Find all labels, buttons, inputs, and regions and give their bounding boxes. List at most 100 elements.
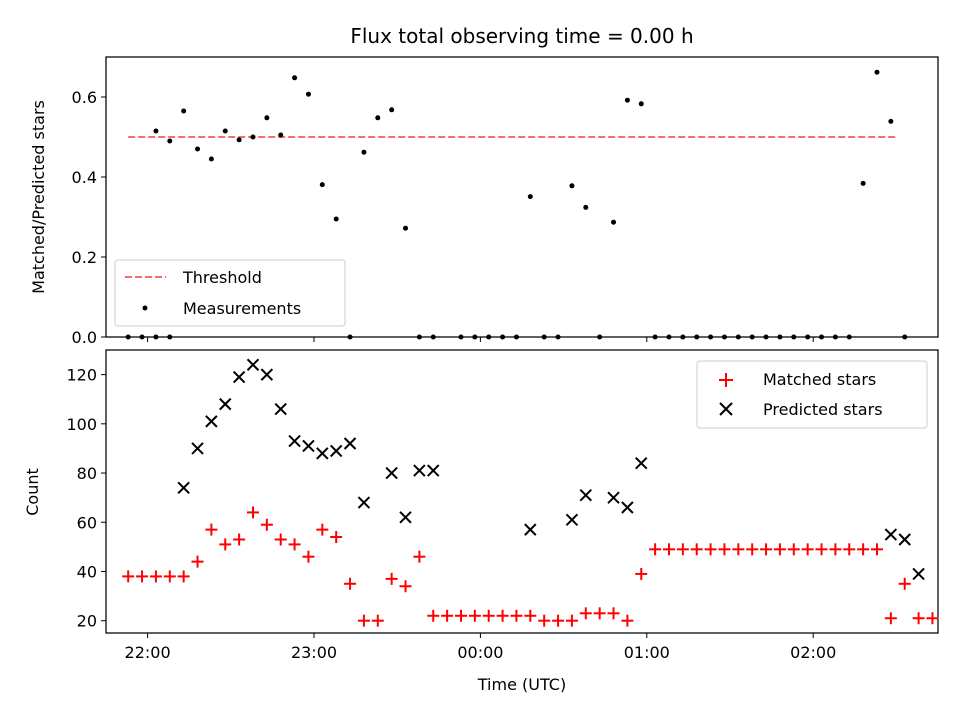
matched-star-point: [607, 607, 620, 620]
matched-stars-series: [122, 506, 939, 627]
predicted-star-point: [621, 501, 634, 514]
measurement-point: [222, 128, 228, 134]
bottom-y-axis-title: Count: [23, 468, 42, 516]
measurement-point: [541, 334, 547, 340]
measurement-point: [735, 334, 741, 340]
legend-matched-swatch: [719, 373, 733, 387]
chart-title: Flux total observing time = 0.00 h: [350, 24, 693, 48]
x-tick-label: 00:00: [457, 643, 503, 662]
measurement-point: [208, 156, 214, 162]
predicted-star-point: [177, 481, 190, 495]
predicted-star-point: [260, 368, 274, 381]
measurement-point: [680, 334, 686, 340]
measurement-point: [791, 334, 797, 340]
matched-star-point: [787, 543, 800, 556]
matched-star-point: [538, 614, 551, 627]
legend-predicted-swatch: [719, 402, 733, 416]
matched-star-point: [149, 570, 162, 583]
top-x-axis-ticks: [147, 337, 814, 342]
bottom-y-tick-label: 20: [77, 612, 97, 631]
bottom-y-tick-label: 120: [66, 366, 97, 385]
matched-star-point: [454, 609, 467, 622]
matched-star-point: [746, 543, 759, 556]
measurement-point: [319, 182, 325, 188]
matched-star-point: [926, 612, 939, 625]
matched-star-point: [177, 570, 190, 583]
predicted-star-point: [635, 456, 648, 470]
bottom-legend: Matched stars Predicted stars: [696, 360, 928, 429]
matched-star-point: [773, 543, 786, 556]
matched-star-point: [399, 580, 412, 593]
measurement-point: [416, 334, 422, 340]
top-plot-frame: [105, 56, 939, 338]
measurement-point: [763, 334, 769, 340]
measurement-point: [888, 118, 894, 124]
measurements-series: [125, 69, 908, 340]
predicted-star-point: [205, 415, 218, 428]
predicted-star-point: [232, 370, 246, 384]
measurement-point: [486, 334, 492, 340]
matched-star-point: [635, 567, 648, 580]
matched-star-point: [205, 523, 218, 536]
predicted-star-point: [898, 533, 911, 546]
matched-star-point: [274, 533, 287, 546]
measurement-point: [264, 115, 270, 121]
bottom-y-tick-label: 100: [66, 415, 97, 434]
measurement-point: [195, 146, 201, 152]
measurement-point: [278, 132, 284, 138]
matched-star-point: [302, 550, 315, 563]
bottom-y-tick-label: 80: [77, 464, 97, 483]
predicted-star-point: [357, 496, 371, 509]
matched-star-point: [718, 543, 731, 556]
measurement-point: [527, 194, 533, 200]
matched-star-point: [288, 538, 301, 551]
measurement-point: [555, 334, 561, 340]
measurement-point: [250, 134, 256, 140]
predicted-star-point: [912, 567, 925, 581]
predicted-star-point: [385, 466, 398, 480]
measurement-point: [167, 334, 173, 340]
x-tick-label: 01:00: [624, 643, 670, 662]
top-y-tick-label: 0.6: [72, 88, 97, 107]
measurement-point: [805, 334, 811, 340]
measurement-point: [652, 334, 658, 340]
matched-star-point: [815, 543, 828, 556]
predicted-star-point: [246, 358, 260, 371]
predicted-star-point: [565, 513, 579, 527]
predicted-star-point: [219, 397, 232, 411]
measurement-point: [569, 183, 575, 189]
top-panel: 0.0 0.2 0.4 0.6 Matched/Predicted stars Thr…: [29, 56, 939, 347]
measurement-point: [624, 97, 630, 103]
predicted-star-point: [316, 447, 329, 460]
legend-predicted-label: Predicted stars: [763, 400, 883, 419]
matched-star-point: [801, 543, 814, 556]
x-tick-label: 02:00: [790, 643, 836, 662]
top-y-axis: 0.0 0.2 0.4 0.6: [72, 88, 106, 347]
measurement-point: [153, 334, 159, 340]
matched-star-point: [441, 609, 454, 622]
top-y-tick-label: 0.0: [72, 328, 97, 347]
bottom-y-tick-label: 40: [77, 562, 97, 581]
matched-star-point: [676, 543, 689, 556]
x-tick-label: 22:00: [125, 643, 171, 662]
measurement-point: [721, 334, 727, 340]
measurement-point: [361, 149, 367, 155]
measurement-point: [638, 101, 644, 107]
predicted-stars-series: [177, 358, 925, 581]
matched-star-point: [482, 609, 495, 622]
matched-star-point: [316, 523, 329, 536]
predicted-star-point: [302, 439, 315, 453]
matched-star-point: [565, 614, 578, 627]
legend-measurements-label: Measurements: [183, 299, 301, 318]
matched-star-point: [191, 555, 204, 568]
predicted-star-point: [399, 511, 412, 524]
top-y-tick-label: 0.4: [72, 168, 97, 187]
measurement-point: [902, 334, 908, 340]
top-y-tick-label: 0.2: [72, 248, 97, 267]
predicted-star-point: [329, 444, 343, 458]
measurement-point: [874, 69, 880, 75]
measurement-point: [860, 180, 866, 186]
measurement-point: [458, 334, 464, 340]
predicted-star-point: [427, 464, 440, 477]
matched-star-point: [427, 609, 440, 622]
